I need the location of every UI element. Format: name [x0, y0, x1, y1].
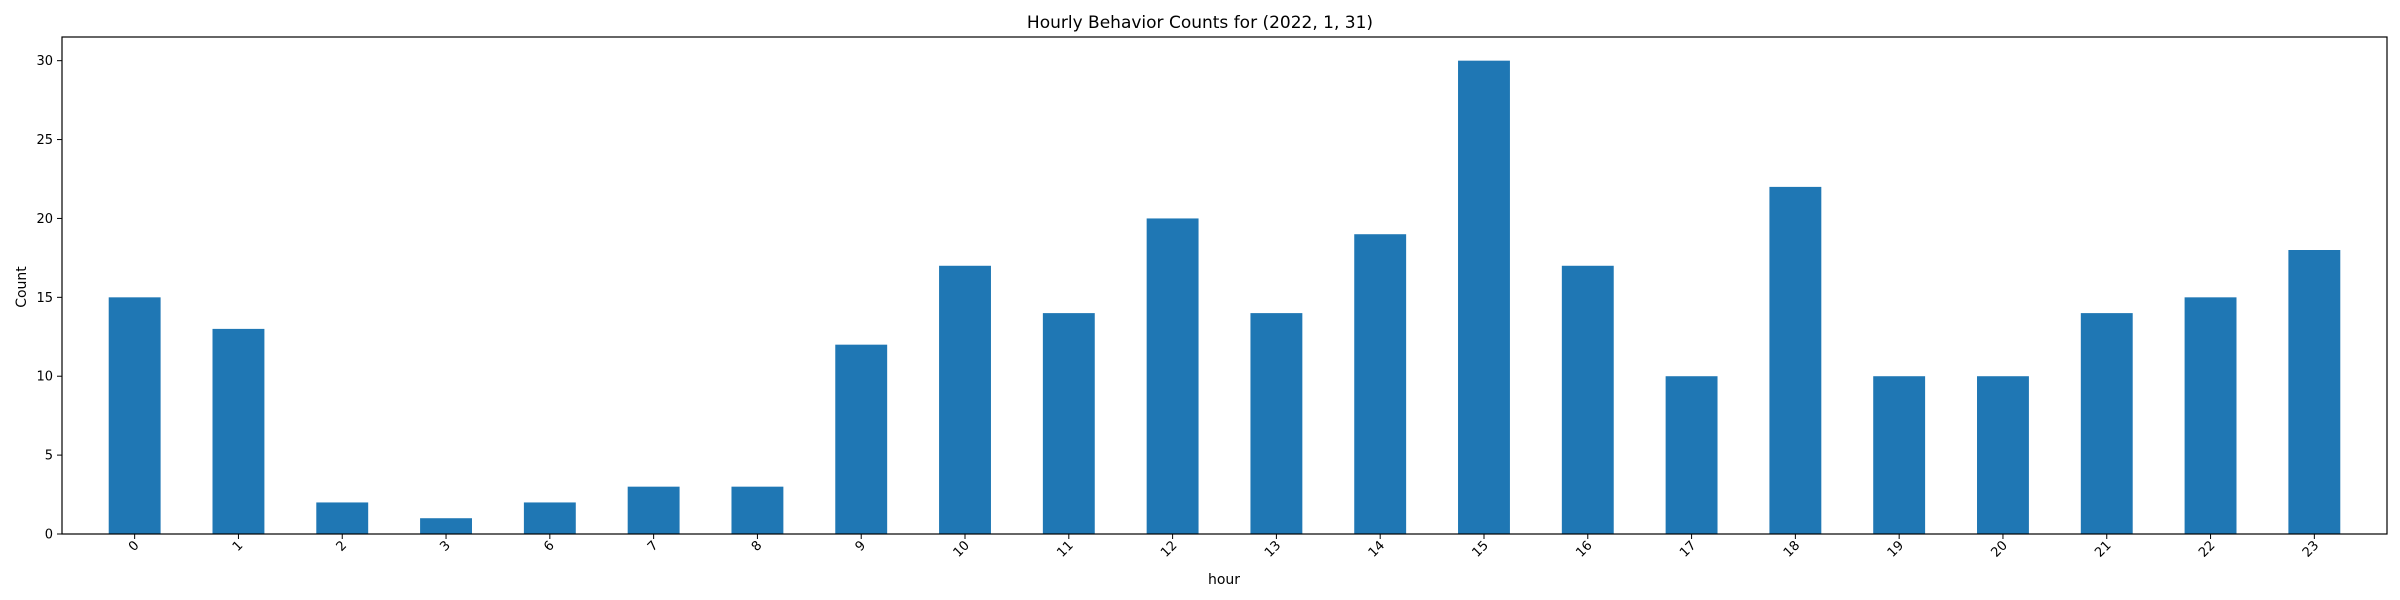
x-tick-label: 10 [951, 538, 973, 560]
bar-hour-2 [316, 502, 369, 534]
bar-hour-10 [939, 265, 991, 534]
bar-hour-8 [731, 486, 784, 534]
x-tick-label: 6 [541, 538, 557, 554]
plot-frame [61, 36, 2388, 535]
chart-title: Hourly Behavior Counts for (2022, 1, 31) [1027, 13, 1373, 33]
bar-hour-16 [1561, 265, 1614, 534]
x-tick-label: 1 [230, 538, 246, 554]
bar-hour-7 [627, 486, 680, 534]
x-tick-label: 11 [1054, 538, 1076, 560]
bar-hour-6 [523, 502, 576, 534]
y-tick-label: 10 [36, 370, 53, 385]
x-tick-label: 9 [853, 538, 869, 554]
x-tick-label: 23 [2300, 538, 2322, 560]
x-tick-label: 13 [1262, 538, 1284, 560]
x-tick-label: 15 [1470, 538, 1492, 560]
y-tick-label: 20 [36, 212, 53, 227]
bar-hour-18 [1769, 186, 1822, 534]
x-tick-label: 12 [1158, 538, 1180, 560]
x-tick-label: 19 [1885, 538, 1907, 560]
y-axis-ticks: 0 5 10 15 20 25 30 [36, 54, 62, 543]
bar-hour-23 [2288, 250, 2341, 534]
bar-hour-13 [1250, 313, 1303, 534]
bar-hour-19 [1873, 376, 1926, 534]
bar-hour-14 [1354, 234, 1407, 534]
bar-hour-21 [2080, 313, 2133, 534]
y-tick-label: 0 [45, 528, 53, 543]
x-tick-label: 14 [1366, 538, 1388, 560]
x-tick-label: 0 [126, 538, 142, 554]
x-tick-label: 3 [437, 538, 453, 554]
y-tick-label: 25 [36, 133, 53, 148]
x-axis-label: hour [1208, 572, 1240, 588]
y-tick-label: 15 [36, 291, 53, 306]
bars-group [108, 60, 2341, 535]
x-tick-label: 20 [1988, 538, 2010, 560]
bar-hour-15 [1458, 60, 1510, 535]
bar-hour-20 [1977, 376, 2029, 534]
y-tick-label: 30 [36, 54, 53, 69]
x-tick-label: 2 [334, 538, 350, 554]
bar-hour-0 [108, 297, 161, 534]
x-tick-label: 8 [749, 538, 765, 554]
x-tick-label: 17 [1677, 538, 1699, 560]
bar-hour-1 [212, 328, 265, 534]
bar-hour-9 [835, 344, 888, 534]
x-tick-label: 7 [645, 538, 661, 554]
y-axis-label: Count [14, 266, 30, 308]
x-tick-label: 21 [2092, 538, 2114, 560]
x-tick-label: 16 [1573, 538, 1595, 560]
bar-hour-17 [1665, 376, 1718, 534]
bar-hour-22 [2184, 297, 2237, 534]
x-tick-label: 22 [2196, 538, 2218, 560]
y-tick-label: 5 [45, 449, 53, 464]
bar-hour-3 [420, 518, 472, 534]
bar-hour-11 [1042, 313, 1095, 534]
x-tick-label: 18 [1781, 538, 1803, 560]
x-axis-ticks: 0 1 2 3 6 7 8 9 10 11 12 13 14 15 16 17 18 19 20 21 22 23 [126, 534, 2322, 561]
bar-hour-12 [1146, 218, 1199, 534]
